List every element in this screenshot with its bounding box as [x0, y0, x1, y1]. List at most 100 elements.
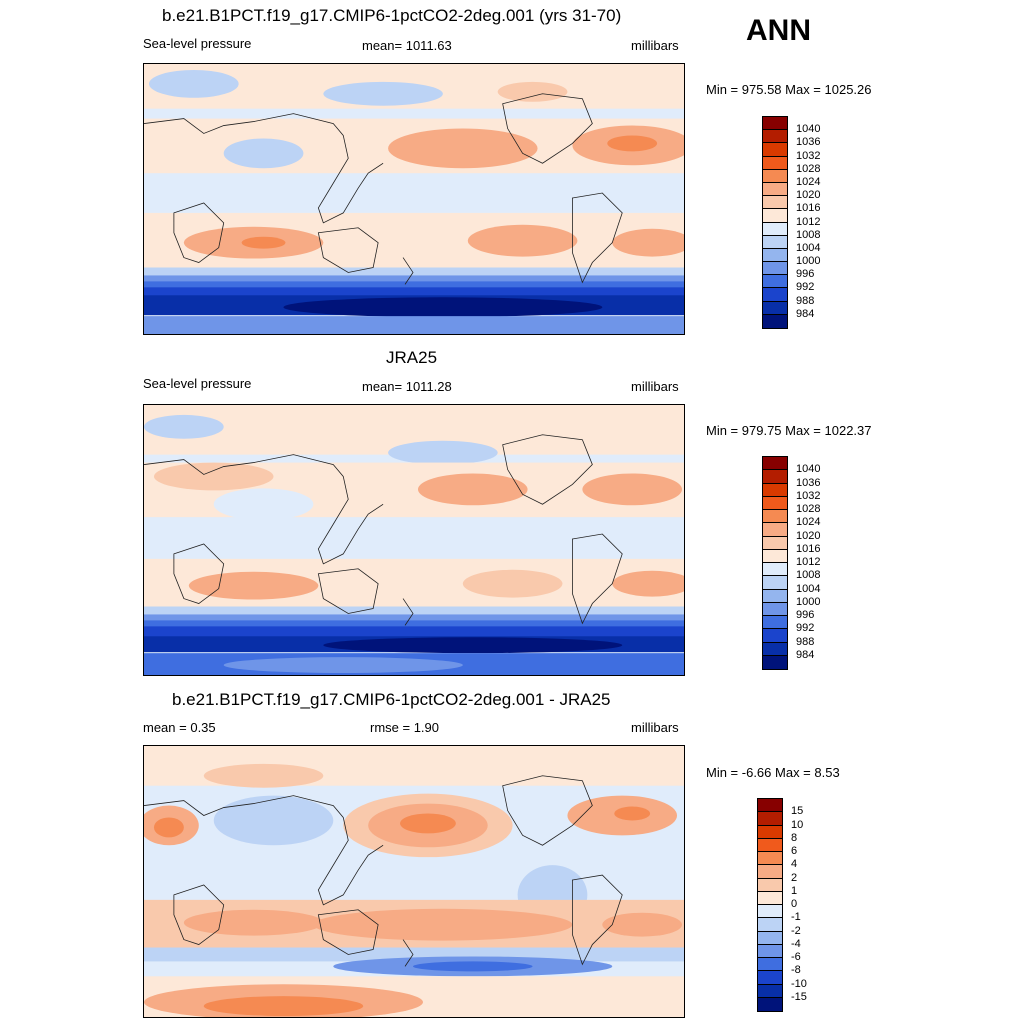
band-996 [144, 275, 684, 284]
colorbar-tick-label: 1004 [796, 241, 821, 254]
colorbar-tick-label: 1040 [796, 123, 821, 136]
panel-2-map-svg [144, 405, 684, 675]
coast-australia [317, 909, 379, 955]
band-980 [323, 637, 623, 654]
colorbar-tick-label: 1024 [796, 175, 821, 188]
low-aleutian [323, 81, 443, 106]
season-label: ANN [746, 14, 811, 47]
low-asia [223, 138, 304, 169]
colorbar-tick-label: 1020 [796, 529, 821, 542]
colorbar-tick-label: 996 [796, 609, 815, 621]
band-1004 [144, 606, 684, 617]
colorbar-swatch [758, 865, 782, 879]
colorbar-tick-label: 1032 [796, 489, 821, 502]
panel-3-map-svg [144, 746, 684, 1017]
colorbar-swatch [763, 222, 787, 236]
antarctic-light [223, 657, 463, 674]
colorbar-tick-label: -2 [791, 924, 801, 937]
high-siberia [153, 462, 274, 491]
colorbar-tick-label: 15 [791, 805, 804, 818]
coast-new-zealand [402, 257, 414, 285]
coast-new-zealand [402, 939, 414, 967]
colorbar-swatch [763, 117, 787, 131]
band-996 [144, 614, 684, 623]
diff-indian [183, 909, 324, 936]
colorbar-swatch [758, 891, 782, 905]
colorbar-tick-label: 1012 [796, 556, 821, 568]
diff-south-pacific [313, 908, 573, 941]
coastlines [144, 93, 623, 285]
colorbar-tick-label: 988 [796, 635, 815, 648]
colorbar-tick-label: 996 [796, 268, 815, 281]
diff-atlantic-core [614, 806, 651, 821]
colorbar-swatch [763, 130, 787, 144]
diff-europe-core [153, 817, 184, 838]
high-south-pacific [462, 569, 563, 598]
panel-1-colorbar-bar [762, 116, 788, 329]
colorbar-swatch [758, 799, 782, 813]
panel-3-minmax: Min = -6.66 Max = 8.53 [706, 765, 840, 780]
coastlines [144, 434, 623, 626]
colorbar-tick-label: 1012 [796, 215, 821, 228]
colorbar-tick-label: 1028 [796, 503, 821, 515]
colorbar-tick-label: 1016 [796, 542, 821, 555]
diff-antarctic-core [203, 996, 364, 1017]
colorbar-swatch [758, 838, 782, 852]
colorbar-swatch [763, 563, 787, 577]
panel-1-mean-label: mean= 1011.63 [362, 38, 452, 53]
high-pacific [417, 473, 528, 506]
colorbar-swatch [763, 510, 787, 524]
panel-1-map-svg [144, 64, 684, 334]
high-south-pacific [467, 224, 578, 257]
low-aleutian [388, 440, 498, 465]
panel-3-rmse-label: rmse = 1.90 [370, 720, 440, 735]
colorbar-tick-label: 10 [791, 818, 804, 831]
colorbar-swatch [763, 602, 787, 616]
colorbar-swatch [763, 262, 787, 276]
colorbar-tick-label: -4 [791, 937, 801, 950]
colorbar-swatch [758, 984, 782, 998]
coast-new-zealand [402, 598, 414, 626]
low-asia [213, 488, 314, 521]
panel-3-colorbar-bar [757, 798, 783, 1012]
colorbar-tick-label: 988 [796, 294, 815, 307]
colorbar-swatch [763, 589, 787, 603]
colorbar-tick-label: 1032 [796, 149, 821, 162]
colorbar-swatch [758, 997, 782, 1011]
colorbar-swatch [763, 314, 787, 328]
colorbar-swatch [763, 523, 787, 537]
high-south-atlantic [612, 228, 684, 257]
colorbar-tick-label: 1004 [796, 582, 821, 595]
colorbar-tick-label: -1 [791, 911, 801, 924]
diff-neg-band [144, 947, 684, 962]
panel-2-colorbar-bar [762, 456, 788, 670]
panel-3-map [143, 745, 685, 1018]
diff-neg-min [413, 961, 533, 972]
colorbar-swatch [758, 812, 782, 826]
panel-1-minmax: Min = 975.58 Max = 1025.26 [706, 82, 872, 97]
colorbar-swatch [763, 301, 787, 315]
low-iceland [148, 69, 239, 98]
colorbar-swatch [758, 905, 782, 919]
colorbar-tick-label: -8 [791, 964, 801, 977]
high-indian [188, 571, 319, 600]
coast-africa [173, 202, 225, 263]
colorbar-swatch [763, 156, 787, 170]
colorbar-swatch [763, 209, 787, 223]
colorbar-tick-label: 1036 [796, 136, 821, 149]
colorbar-swatch [758, 958, 782, 972]
colorbar-swatch [763, 288, 787, 302]
colorbar-swatch [763, 275, 787, 289]
colorbar-swatch [763, 642, 787, 656]
colorbar-tick-label: 1016 [796, 202, 821, 215]
panel-2-title: JRA25 [386, 348, 438, 367]
colorbar-swatch [763, 629, 787, 643]
band-1004 [144, 267, 684, 278]
band-992 [144, 281, 684, 290]
coast-africa [173, 543, 225, 604]
colorbar-tick-label: 1 [791, 884, 798, 897]
high-azores-core [607, 135, 658, 152]
coast-north-america [502, 93, 593, 164]
high-arctic [497, 81, 568, 102]
coast-eurasia [144, 113, 384, 224]
